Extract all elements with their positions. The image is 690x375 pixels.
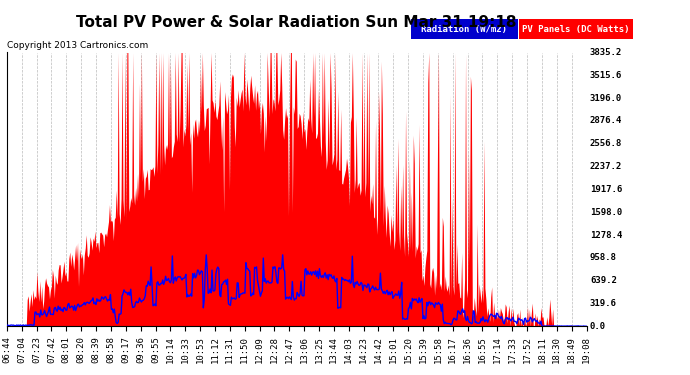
Text: Total PV Power & Solar Radiation Sun Mar 31 19:18: Total PV Power & Solar Radiation Sun Mar… [77, 15, 517, 30]
Text: 1917.6: 1917.6 [590, 185, 622, 194]
Text: 958.8: 958.8 [590, 254, 617, 262]
Text: 3196.0: 3196.0 [590, 94, 622, 103]
Text: 2876.4: 2876.4 [590, 116, 622, 125]
Text: 2237.2: 2237.2 [590, 162, 622, 171]
Text: 0.0: 0.0 [590, 322, 606, 331]
Text: 319.6: 319.6 [590, 299, 617, 308]
Text: 3515.6: 3515.6 [590, 71, 622, 80]
Text: 1598.0: 1598.0 [590, 208, 622, 217]
Text: Radiation (W/m2): Radiation (W/m2) [421, 25, 507, 34]
Text: Copyright 2013 Cartronics.com: Copyright 2013 Cartronics.com [7, 41, 148, 50]
Text: 639.2: 639.2 [590, 276, 617, 285]
Text: PV Panels (DC Watts): PV Panels (DC Watts) [522, 25, 629, 34]
Text: 3835.2: 3835.2 [590, 48, 622, 57]
Text: 1278.4: 1278.4 [590, 231, 622, 240]
Text: 2556.8: 2556.8 [590, 139, 622, 148]
